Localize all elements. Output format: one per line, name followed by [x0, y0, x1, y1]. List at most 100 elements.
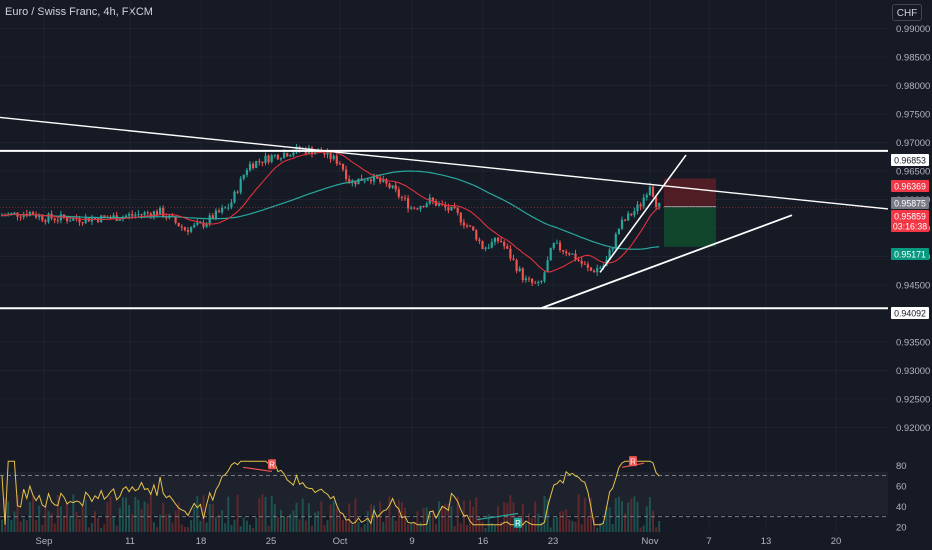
volume-bar [624, 513, 627, 532]
candle-body [555, 242, 558, 244]
y-tick-label: 0.99000 [896, 24, 930, 35]
volume-bar [94, 511, 96, 532]
volume-bar [97, 517, 100, 532]
volume-bar [583, 497, 586, 532]
volume-bar [373, 505, 375, 532]
candle-body [35, 215, 38, 218]
moving-average-teal [2, 170, 660, 250]
rsi-tick-label: 40 [896, 502, 907, 513]
volume-bar [165, 514, 168, 532]
volume-bar [35, 519, 38, 532]
candle-body [369, 179, 372, 182]
candle-body [379, 178, 382, 182]
volume-bar [537, 513, 540, 532]
candle-body [69, 220, 72, 222]
candle-body [348, 179, 351, 184]
volume-bar [376, 516, 379, 532]
volume-bar [270, 495, 273, 532]
candle-body [636, 204, 639, 211]
volume-bar [292, 510, 295, 532]
volume-bar [87, 527, 90, 532]
bearish-divergence-line [242, 466, 273, 473]
candle-body [236, 191, 239, 193]
candle-body [118, 219, 121, 221]
time-axis: Sep 11 18 25 Oct 9 16 23 Nov 7 13 20 [36, 536, 842, 547]
candle-body [459, 212, 462, 223]
candle-body [397, 189, 400, 197]
y-tick-label: 0.97500 [896, 109, 930, 120]
candle-body [335, 155, 338, 164]
volume-bar [540, 522, 543, 532]
candle-body [10, 212, 13, 214]
candle-body [490, 242, 493, 248]
volume-bar [397, 500, 400, 532]
volume-bar [605, 506, 608, 532]
volume-bar [227, 496, 230, 532]
candle-body [233, 191, 236, 203]
candle-body [124, 215, 128, 217]
x-tick-label: 13 [761, 536, 772, 547]
candle-body [444, 204, 447, 208]
candle-body [562, 250, 565, 252]
candle-body [211, 215, 214, 220]
candle-body [453, 206, 456, 209]
candle-body [639, 204, 642, 207]
candle-body [338, 163, 341, 165]
rsi-line [1, 460, 660, 526]
volume-bar [10, 520, 13, 532]
volume-bar [140, 509, 143, 532]
candle-body [431, 197, 434, 201]
wedge-trendline [599, 154, 687, 273]
candle-body [382, 179, 385, 182]
candle-body [493, 237, 496, 243]
volume-bar [44, 506, 47, 532]
candle-body [515, 259, 518, 271]
x-tick-label: 18 [196, 536, 207, 547]
candle-body [580, 260, 583, 264]
candle-body [540, 281, 543, 283]
volume-bar [276, 516, 279, 532]
volume-bar [444, 503, 447, 532]
x-tick-label: 25 [266, 536, 277, 547]
candle-body [438, 203, 441, 206]
candle-body [19, 216, 22, 218]
volume-bar [497, 506, 499, 532]
candle-body [97, 218, 100, 223]
candle-body [245, 170, 248, 175]
rsi-tick-label: 20 [896, 522, 907, 533]
candle-body [286, 153, 289, 157]
grid [0, 0, 888, 531]
volume-bar [524, 523, 527, 532]
candle-body [425, 203, 428, 208]
volume-bar [230, 525, 233, 532]
volume-bar [146, 503, 149, 532]
volume-bar [112, 515, 115, 532]
rsi-tick-label: 60 [896, 481, 907, 492]
volume-bar [565, 509, 568, 532]
candle-body [633, 210, 636, 216]
volume-bar [354, 498, 357, 532]
volume-bar [608, 507, 611, 532]
rsi-tick-label: 80 [896, 461, 907, 472]
volume-bar [326, 520, 329, 532]
y-tick-label: 0.92000 [896, 423, 930, 434]
price-label-bg [891, 248, 929, 260]
candle-body [131, 214, 134, 216]
candle-body [410, 207, 413, 209]
candle-body [614, 234, 617, 248]
candle-body [242, 174, 245, 179]
volume-bar [627, 502, 630, 532]
candle-body [434, 200, 438, 206]
candle-body [162, 207, 165, 218]
currency-button[interactable]: CHF [892, 4, 922, 21]
volume-bar [16, 495, 19, 532]
volume-bar [156, 527, 158, 532]
volume-bar [357, 521, 360, 532]
volume-bar [134, 496, 137, 532]
volume-bar [549, 527, 552, 532]
price-label: 03:16:38 [893, 222, 927, 232]
candle-body [323, 152, 326, 155]
y-tick-label: 0.93500 [896, 337, 930, 348]
candle-body [658, 202, 661, 207]
